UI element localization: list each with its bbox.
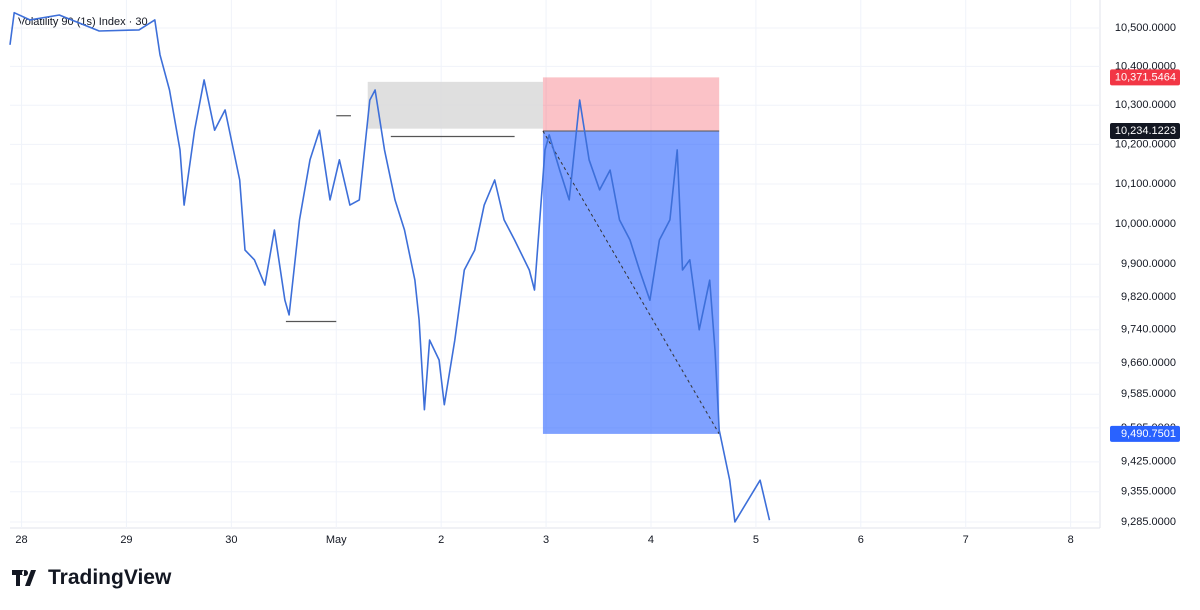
y-tick-label: 9,585.0000 (1121, 388, 1176, 400)
x-tick-label: 7 (963, 534, 969, 546)
y-tick-label: 9,660.0000 (1121, 357, 1176, 369)
x-tick-label: 29 (120, 534, 132, 546)
x-tick-label: May (326, 534, 347, 546)
x-tick-label: 2 (438, 534, 444, 546)
stop-zone (542, 77, 720, 131)
price-label: 9,490.7501 (1121, 428, 1176, 440)
y-tick-label: 9,425.0000 (1121, 456, 1176, 468)
x-tick-label: 8 (1068, 534, 1074, 546)
y-tick-label: 9,355.0000 (1121, 486, 1176, 498)
trade-path (542, 130, 720, 435)
y-tick-label: 9,820.0000 (1121, 291, 1176, 303)
price-label-box (1110, 425, 1180, 442)
zone (367, 81, 543, 129)
price-label-box (1110, 122, 1180, 139)
x-tick-label: 5 (753, 534, 759, 546)
y-tick-label: 9,285.0000 (1121, 516, 1176, 528)
y-tick-label: 10,300.0000 (1115, 99, 1176, 111)
y-tick-label: 9,900.0000 (1121, 258, 1176, 270)
brand-name: TradingView (48, 566, 172, 589)
y-tick-label: 10,000.0000 (1115, 218, 1176, 230)
price-label: 10,371.5464 (1115, 71, 1176, 83)
x-tick-label: 30 (225, 534, 237, 546)
y-tick-label: 10,100.0000 (1115, 178, 1176, 190)
x-tick-label: 4 (648, 534, 654, 546)
x-tick-label: 6 (858, 534, 864, 546)
chart-title: Volatility 90 (1s) Index · 30 (18, 16, 148, 28)
chart: Volatility 90 (1s) Index · 30 28 29 30 May 2… (9, 0, 1180, 546)
x-tick-label: 3 (543, 534, 549, 546)
logo (12, 570, 36, 586)
y-tick-label: 10,500.0000 (1115, 22, 1176, 34)
branding: TradingView (12, 566, 171, 590)
y-tick-label: 10,200.0000 (1115, 138, 1176, 150)
price-label: 10,234.1223 (1115, 125, 1176, 137)
y-tick-label: 10,400.0000 (1115, 60, 1176, 72)
x-tick-label: 28 (15, 534, 27, 546)
price-label-box (1110, 69, 1180, 86)
y-tick-label: 9,740.0000 (1121, 324, 1176, 336)
price-line (9, 11, 771, 523)
